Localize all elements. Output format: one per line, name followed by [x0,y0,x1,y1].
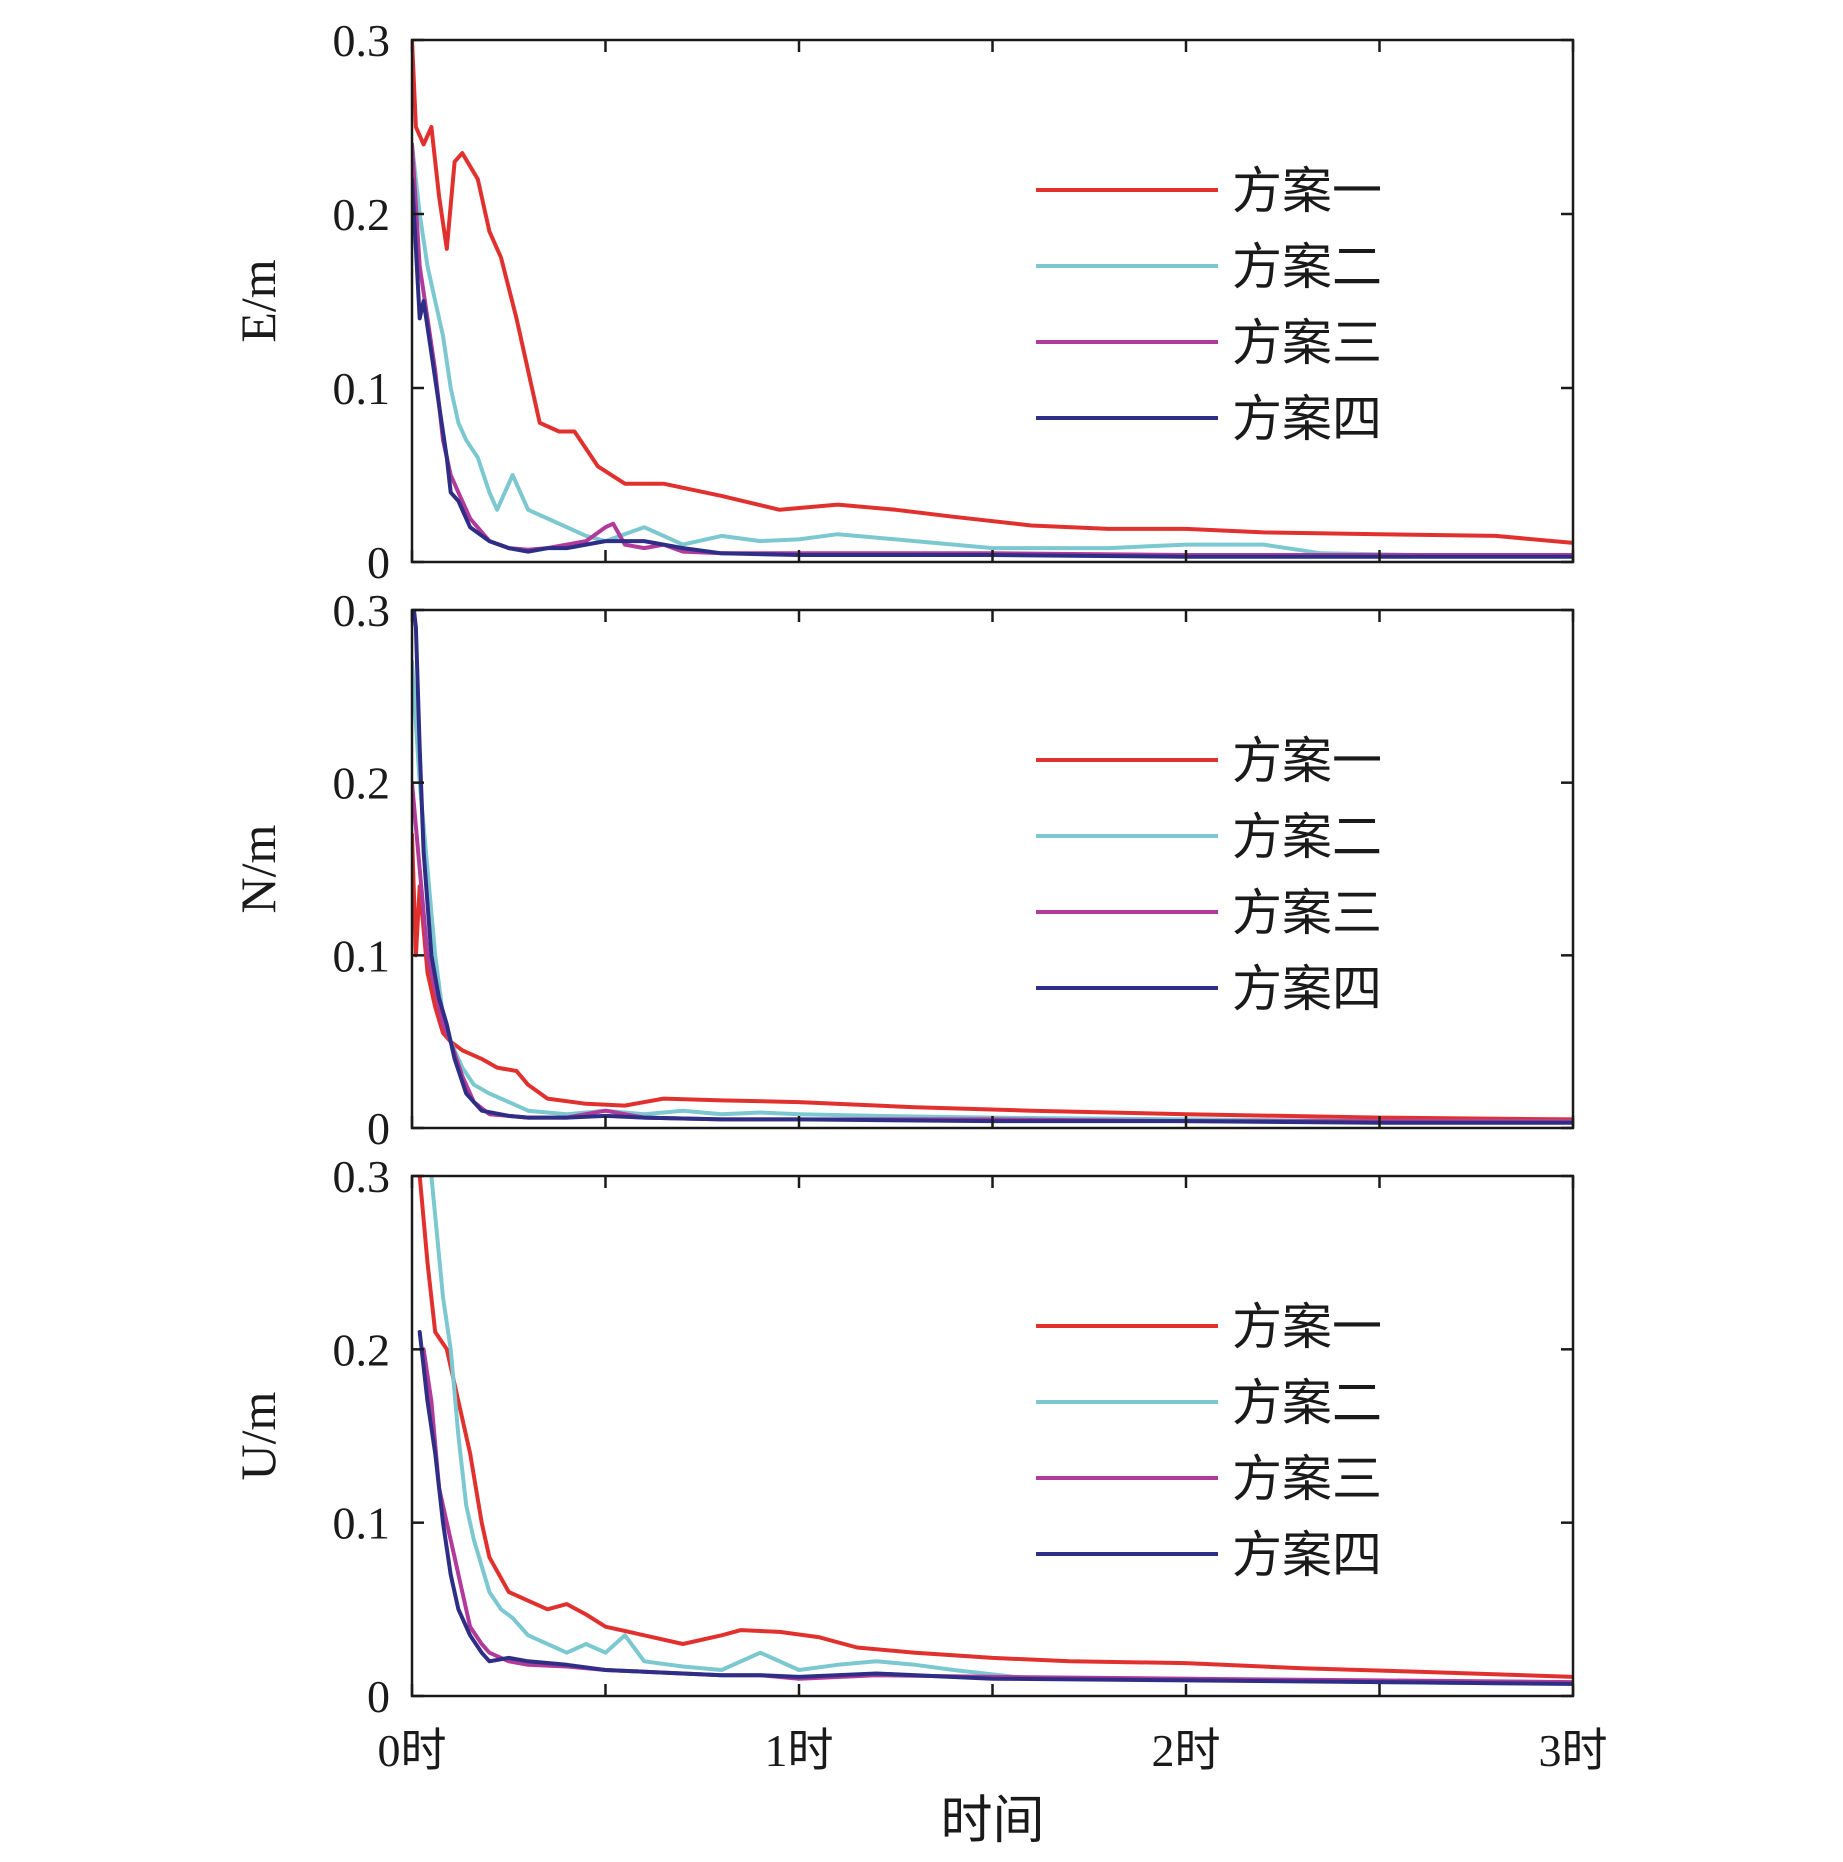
axes-frame [410,1174,1575,1698]
x-tick-label: 0时 [378,1725,447,1776]
legend-label: 方案四 [1232,961,1382,1017]
legend-label: 方案一 [1232,733,1382,789]
x-tick-label: 1时 [765,1725,834,1776]
y-tick-label: 0 [367,1103,390,1154]
legend-label: 方案二 [1232,809,1382,865]
series-line [412,142,1573,557]
axes-frame [410,608,1575,1130]
series-group [412,40,1573,559]
y-axis-label: E/m [230,259,286,342]
series-group [412,610,1573,1125]
series-line [412,177,1573,559]
x-axis-label: 时间 [940,1793,1044,1850]
y-tick-label: 0.2 [333,758,391,809]
axes-frame [410,38,1575,564]
y-tick-label: 0.1 [333,363,391,414]
x-tick-label: 3时 [1539,1725,1608,1776]
y-tick-label: 0.3 [333,585,391,636]
legend-label: 方案二 [1232,1375,1382,1431]
y-tick-label: 0.2 [333,189,391,240]
legend-label: 方案三 [1232,315,1382,371]
y-tick-label: 0.1 [333,930,391,981]
y-tick-label: 0.3 [333,1151,391,1202]
legend-label: 方案二 [1232,239,1382,295]
y-tick-label: 0 [367,1671,390,1722]
y-tick-label: 0 [367,537,390,588]
series-line [412,610,1573,1125]
legend-label: 方案四 [1232,1527,1382,1583]
legend-label: 方案一 [1232,163,1382,219]
y-tick-label: 0.1 [333,1498,391,1549]
legend-label: 方案三 [1232,885,1382,941]
series-line [421,1347,1573,1685]
series-group [417,1176,1573,1686]
series-line [412,142,1573,557]
y-tick-label: 0.3 [333,15,391,66]
legend-label: 方案一 [1232,1299,1382,1355]
series-line [417,1330,1573,1686]
y-tick-label: 0.2 [333,1324,391,1375]
series-line [412,40,1573,545]
legend-label: 方案三 [1232,1451,1382,1507]
series-line [412,780,1573,1124]
series-line [412,659,1573,1124]
y-axis-label: N/m [230,824,286,913]
series-line [417,1176,1573,1679]
x-tick-label: 2时 [1152,1725,1221,1776]
series-line [412,832,1573,1122]
y-axis-label: U/m [230,1391,286,1480]
series-line [429,1176,1573,1686]
legend-label: 方案四 [1232,391,1382,447]
